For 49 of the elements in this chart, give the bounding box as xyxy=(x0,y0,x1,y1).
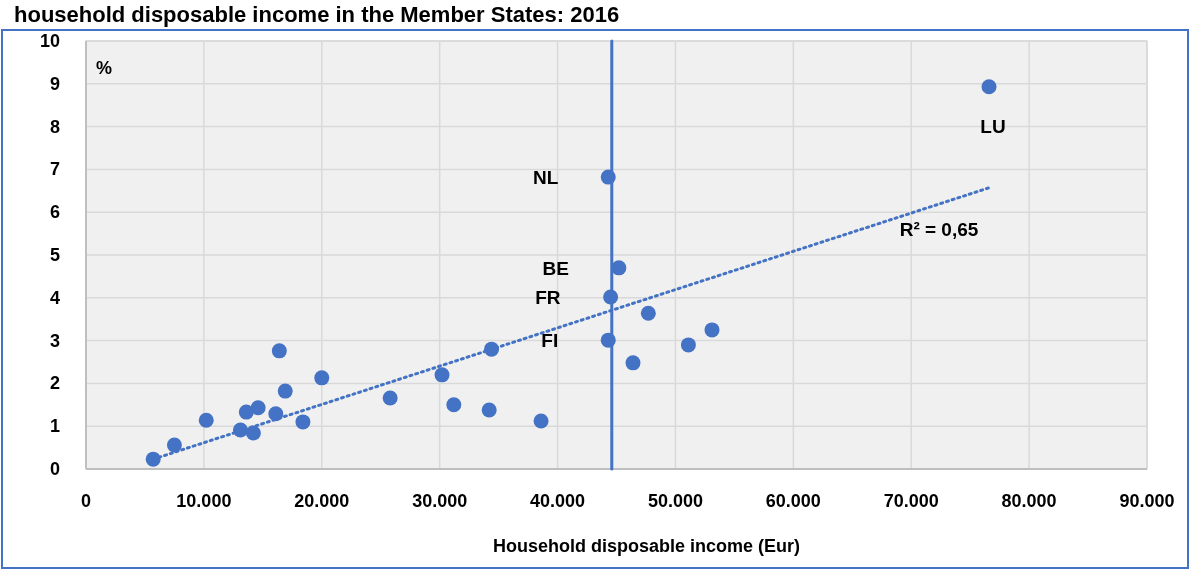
point xyxy=(238,404,254,420)
x-tick-label: 10.000 xyxy=(176,491,232,511)
chart-title: household disposable income in the Member States: 2016 xyxy=(14,2,620,27)
y-tick-label: 2 xyxy=(49,373,60,394)
x-tick-label: 90.000 xyxy=(1119,491,1175,511)
point xyxy=(314,370,330,386)
point xyxy=(198,412,214,428)
y-tick-label: 0 xyxy=(49,459,60,479)
annotation: NL xyxy=(532,167,559,189)
point xyxy=(640,305,656,321)
point xyxy=(611,260,627,276)
point xyxy=(166,437,182,453)
x-tick-label: 30.000 xyxy=(412,491,468,511)
point xyxy=(277,383,293,399)
x-tick-label: 80.000 xyxy=(1001,491,1057,511)
annotation: BE xyxy=(542,257,569,279)
annotation: LU xyxy=(980,115,1006,137)
y-tick-label: 10 xyxy=(39,31,60,51)
y-tick-label: 4 xyxy=(49,287,60,308)
point xyxy=(250,400,266,416)
x-tick-label: 60.000 xyxy=(765,491,821,511)
x-tick-label: 70.000 xyxy=(883,491,939,511)
point xyxy=(271,343,287,359)
y-tick-label: 5 xyxy=(49,245,60,265)
point xyxy=(434,367,450,383)
point xyxy=(382,390,398,406)
point xyxy=(981,79,997,95)
annotation: FR xyxy=(535,286,561,308)
y-tick-label: 6 xyxy=(49,202,60,223)
x-tick-label: 40.000 xyxy=(530,491,586,511)
y-tick-label: 9 xyxy=(49,73,60,94)
point xyxy=(704,322,720,338)
x-axis-title: Household disposable income (Eur) xyxy=(492,536,801,556)
point xyxy=(295,414,311,430)
point xyxy=(481,402,497,418)
y-tick-label: 7 xyxy=(49,159,60,180)
y-tick-label: 3 xyxy=(49,330,60,351)
annotation: R² = 0,65 xyxy=(899,218,979,240)
point xyxy=(680,337,696,353)
point xyxy=(446,397,462,413)
x-tick-label: 0 xyxy=(80,491,92,511)
y-axis-title: % xyxy=(96,58,113,78)
x-tick-label: 20.000 xyxy=(294,491,350,511)
y-tick-label: 1 xyxy=(49,416,60,437)
x-tick-label: 50.000 xyxy=(647,491,703,511)
point xyxy=(625,355,641,371)
y-tick-label: 8 xyxy=(49,116,60,137)
annotation: FI xyxy=(541,330,559,352)
point xyxy=(533,413,549,429)
